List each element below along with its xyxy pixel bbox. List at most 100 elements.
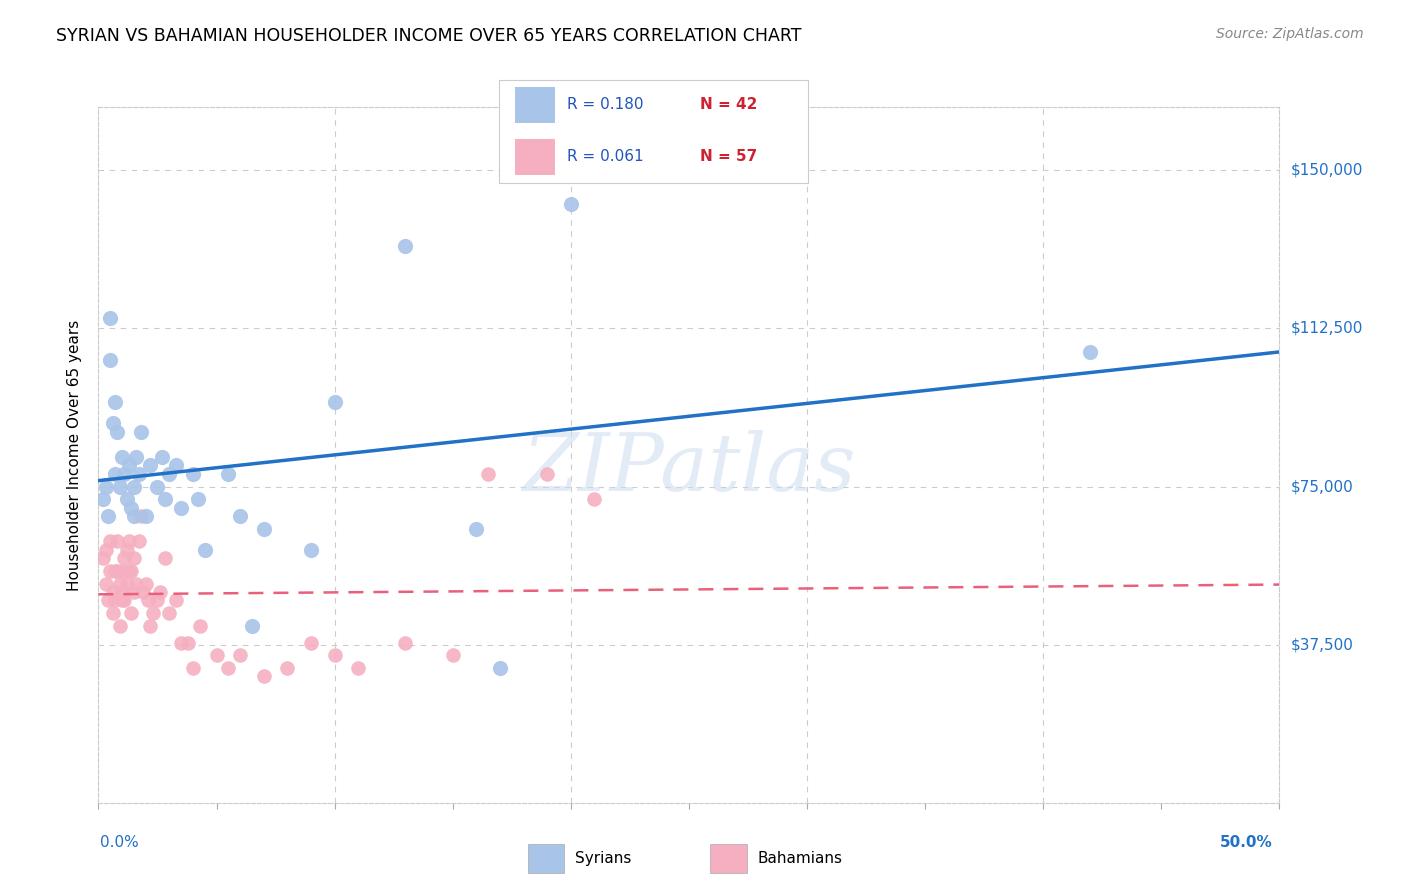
Point [229, 648, 252, 663]
Point [253, 522, 276, 536]
Point [98, 310, 121, 325]
Text: N = 57: N = 57 [700, 149, 758, 164]
Text: $75,000: $75,000 [1291, 479, 1354, 494]
Point [115, 576, 138, 591]
Text: Source: ZipAtlas.com: Source: ZipAtlas.com [1216, 27, 1364, 41]
Point [165, 458, 187, 473]
Text: Syrians: Syrians [575, 851, 631, 866]
Point [122, 479, 145, 493]
Point [170, 635, 193, 649]
Point [170, 500, 193, 515]
Point [229, 509, 252, 524]
Point [276, 661, 298, 675]
Point [115, 542, 138, 557]
Point [299, 542, 322, 557]
Text: R = 0.180: R = 0.180 [567, 97, 644, 112]
Point [111, 564, 134, 578]
Point [165, 593, 187, 607]
Point [139, 618, 162, 632]
Point [91, 492, 114, 507]
Point [115, 492, 138, 507]
Point [217, 467, 239, 481]
Point [146, 479, 169, 493]
Point [94, 542, 117, 557]
Point [194, 542, 217, 557]
Point [347, 661, 370, 675]
Point [465, 522, 488, 536]
Point [142, 606, 165, 620]
Point [94, 576, 117, 591]
Point [128, 467, 150, 481]
Point [121, 500, 143, 515]
Point [128, 534, 150, 549]
Point [118, 534, 141, 549]
Point [101, 606, 124, 620]
Point [149, 585, 172, 599]
Point [253, 669, 276, 683]
Point [299, 635, 322, 649]
Point [112, 551, 135, 566]
Point [394, 635, 416, 649]
Point [112, 593, 135, 607]
Point [323, 648, 346, 663]
Y-axis label: Householder Income Over 65 years: Householder Income Over 65 years [67, 319, 83, 591]
Point [112, 467, 135, 481]
Point [129, 425, 152, 439]
Point [104, 395, 127, 409]
Text: $112,500: $112,500 [1291, 321, 1362, 336]
Point [177, 635, 200, 649]
Point [118, 564, 141, 578]
Point [111, 593, 134, 607]
Text: 50.0%: 50.0% [1219, 836, 1272, 850]
Text: 0.0%: 0.0% [100, 836, 139, 850]
Point [181, 467, 204, 481]
Point [157, 606, 180, 620]
Point [153, 492, 176, 507]
Point [477, 467, 499, 481]
Point [105, 425, 128, 439]
Point [111, 450, 134, 464]
Point [153, 551, 176, 566]
Point [323, 395, 346, 409]
Bar [527, 844, 564, 873]
Point [205, 648, 228, 663]
Point [139, 458, 162, 473]
Point [489, 661, 512, 675]
Point [98, 353, 121, 368]
Point [121, 606, 143, 620]
Point [98, 564, 121, 578]
Point [101, 417, 124, 431]
Point [132, 585, 155, 599]
Point [394, 239, 416, 253]
Point [146, 593, 169, 607]
Text: Bahamians: Bahamians [758, 851, 842, 866]
Point [108, 479, 131, 493]
Point [188, 618, 211, 632]
Point [217, 661, 239, 675]
Point [181, 661, 204, 675]
Point [122, 509, 145, 524]
Text: R = 0.061: R = 0.061 [567, 149, 644, 164]
Point [98, 534, 121, 549]
Text: $150,000: $150,000 [1291, 163, 1362, 178]
Point [136, 593, 159, 607]
Point [101, 585, 124, 599]
Point [108, 576, 131, 591]
Point [536, 467, 558, 481]
Point [91, 551, 114, 566]
Point [125, 450, 148, 464]
Point [129, 509, 152, 524]
Point [240, 618, 263, 632]
Point [150, 450, 173, 464]
Point [187, 492, 209, 507]
Point [105, 564, 128, 578]
Point [104, 564, 127, 578]
Point [94, 479, 117, 493]
Point [108, 618, 131, 632]
Point [97, 509, 120, 524]
Point [122, 551, 145, 566]
Point [104, 467, 127, 481]
Bar [515, 87, 555, 123]
Text: ZIPatlas: ZIPatlas [522, 430, 856, 508]
Bar [710, 844, 747, 873]
